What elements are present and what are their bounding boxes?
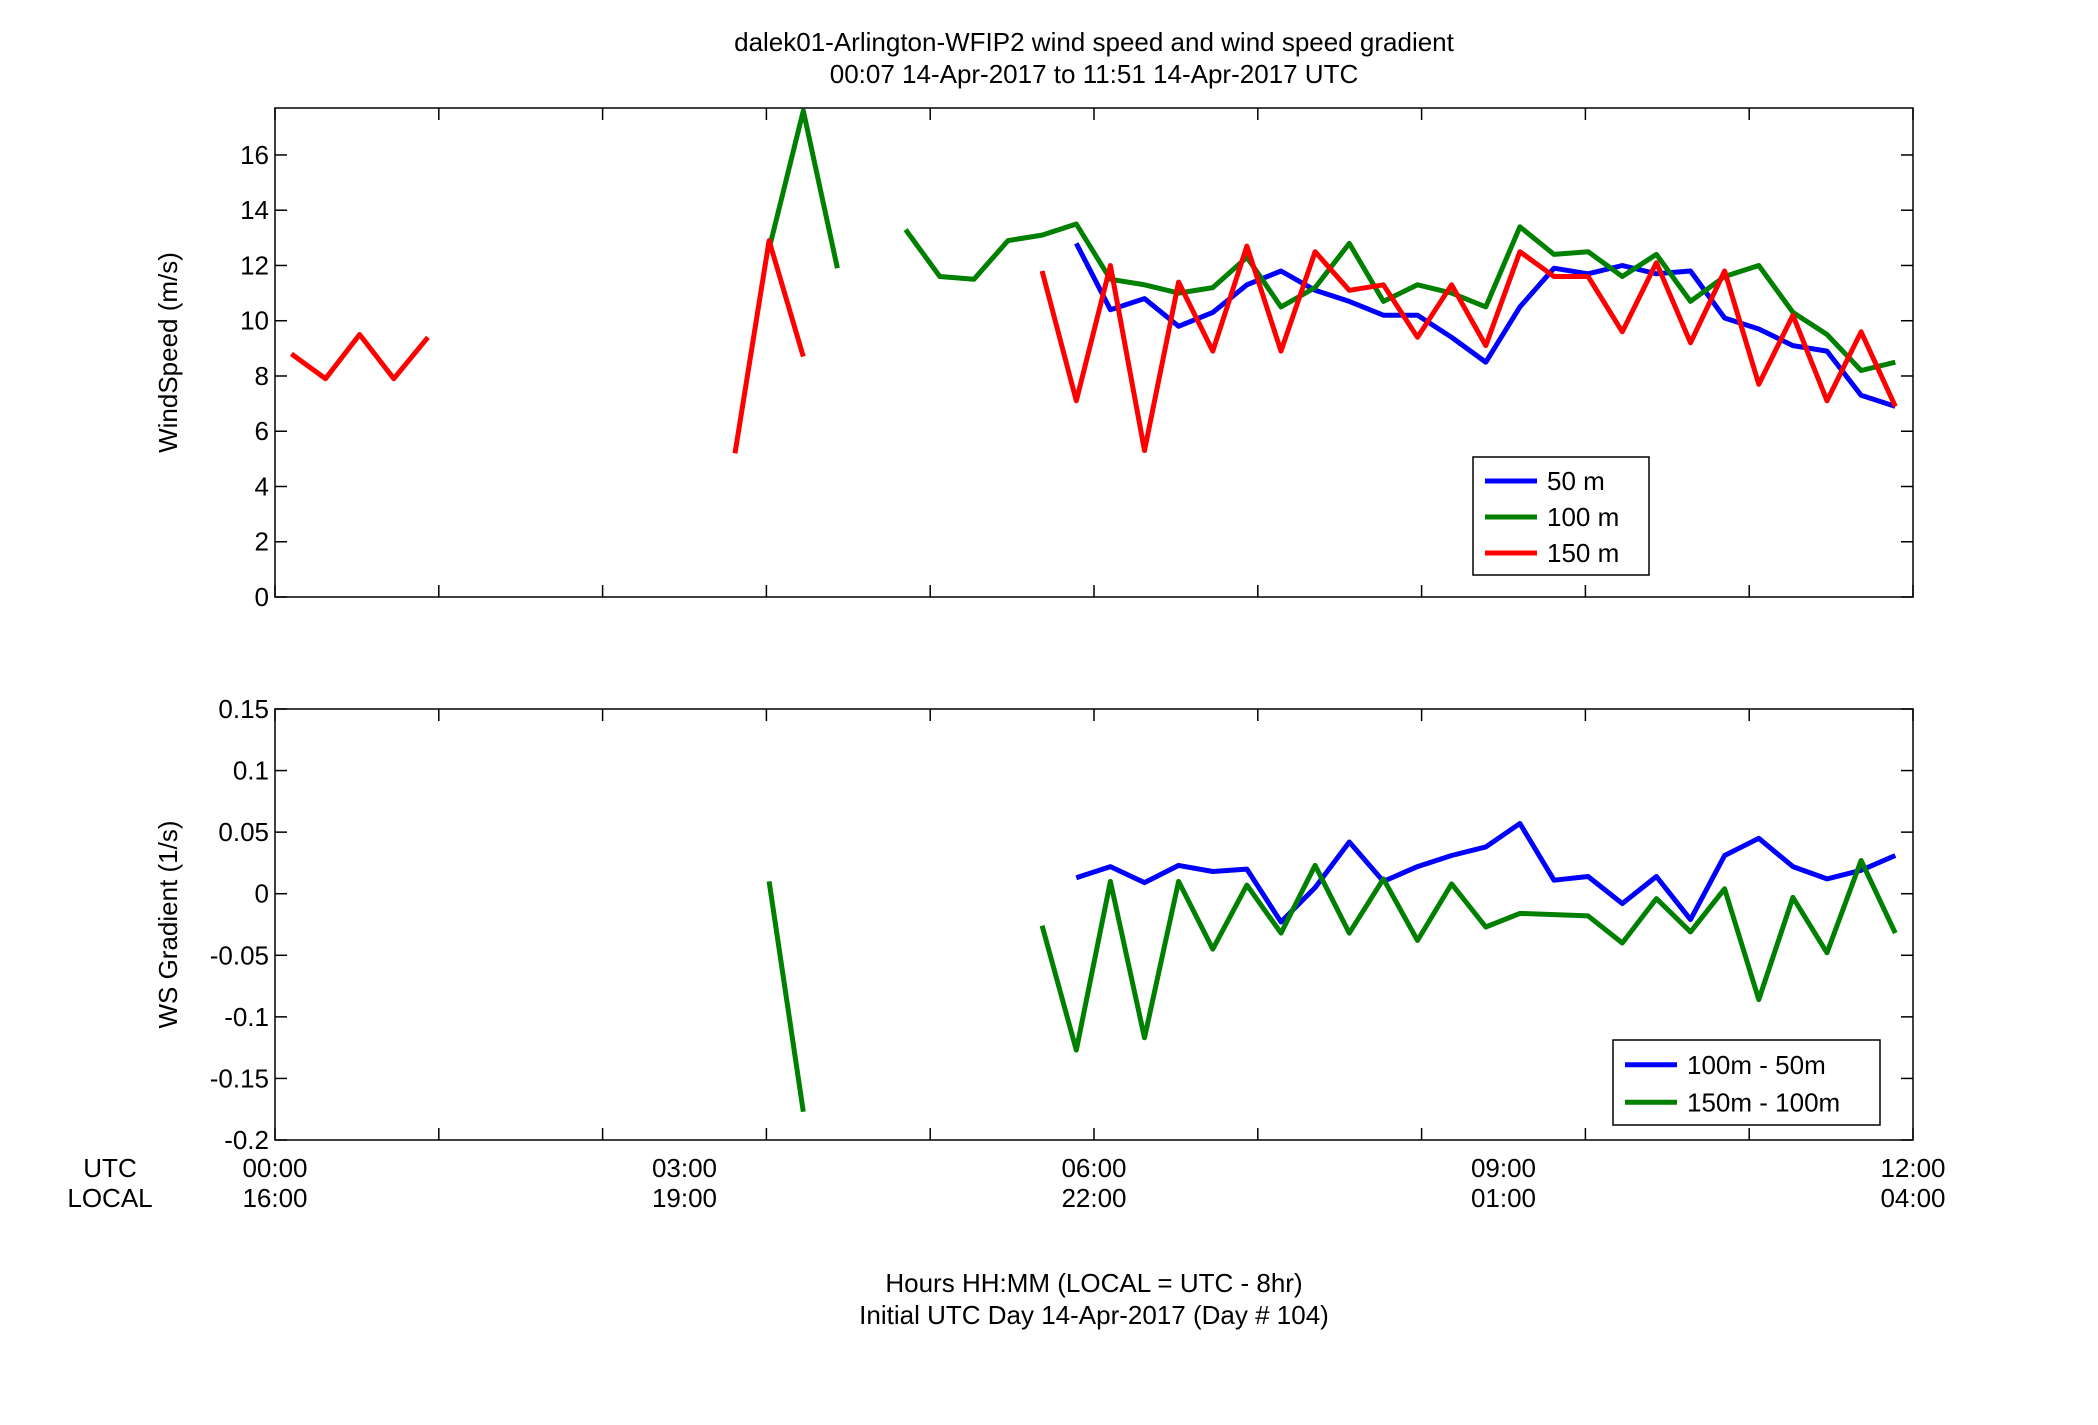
series-line-50-m bbox=[1074, 242, 1897, 409]
y-tick-label: 10 bbox=[240, 306, 269, 336]
y-tick-label: 6 bbox=[255, 416, 269, 446]
local-row-label: LOCAL bbox=[67, 1183, 152, 1213]
series-line-100-m bbox=[766, 108, 840, 269]
y-tick-label: 0.1 bbox=[233, 756, 269, 786]
series-line-100m---50m bbox=[1075, 821, 1897, 925]
windspeed-plot: 0 2 4 6 8 10 12 14 16 WindSpeed (m/s) 50 m 100 m 150… bbox=[153, 107, 1914, 612]
series-line-150-m bbox=[289, 332, 430, 382]
series-line-150m---100m bbox=[766, 881, 806, 1113]
legend-label: 100 m bbox=[1547, 502, 1619, 532]
chart-title-line1: dalek01-Arlington-WFIP2 wind speed and w… bbox=[734, 27, 1455, 57]
y-axis-label: WindSpeed (m/s) bbox=[153, 252, 183, 453]
x-tick-label-local: 16:00 bbox=[242, 1183, 307, 1213]
gradient-plot: -0.2 -0.15 -0.1 -0.05 0 0.05 0.1 0.15 00:0016:00… bbox=[153, 694, 1946, 1213]
x-tick-label-utc: 00:00 bbox=[242, 1153, 307, 1183]
y-tick-label: 14 bbox=[240, 195, 269, 225]
legend-label: 150m - 100m bbox=[1687, 1087, 1840, 1117]
x-tick-label-local: 01:00 bbox=[1471, 1183, 1536, 1213]
y-axis-label: WS Gradient (1/s) bbox=[153, 820, 183, 1028]
x-tick-label-local: 22:00 bbox=[1061, 1183, 1126, 1213]
x-tick-label-utc: 03:00 bbox=[652, 1153, 717, 1183]
y-tick-label: -0.2 bbox=[224, 1125, 269, 1155]
utc-row-label: UTC bbox=[83, 1153, 136, 1183]
y-tick-label: 0 bbox=[255, 582, 269, 612]
x-tick-label-utc: 09:00 bbox=[1471, 1153, 1536, 1183]
x-axis-label-line2: Initial UTC Day 14-Apr-2017 (Day # 104) bbox=[859, 1300, 1329, 1330]
y-tick-label: -0.15 bbox=[210, 1063, 269, 1093]
y-tick-label: 0 bbox=[255, 879, 269, 909]
series-line-150m---100m bbox=[1039, 858, 1898, 1053]
y-tick-label: -0.1 bbox=[224, 1002, 269, 1032]
legend-box bbox=[1612, 1039, 1881, 1126]
legend-label: 50 m bbox=[1547, 466, 1605, 496]
x-tick-label-local: 19:00 bbox=[652, 1183, 717, 1213]
y-tick-label: 2 bbox=[255, 527, 269, 557]
chart-title-line2: 00:07 14-Apr-2017 to 11:51 14-Apr-2017 U… bbox=[830, 59, 1359, 89]
legend-label: 150 m bbox=[1547, 538, 1619, 568]
series-line-100-m bbox=[903, 221, 1896, 373]
x-axis-label-line1: Hours HH:MM (LOCAL = UTC - 8hr) bbox=[885, 1268, 1302, 1298]
plot-frame bbox=[274, 107, 1914, 598]
y-tick-label: 16 bbox=[240, 140, 269, 170]
y-tick-label: 0.15 bbox=[218, 694, 269, 724]
x-tick-label-utc: 06:00 bbox=[1061, 1153, 1126, 1183]
y-tick-label: 4 bbox=[255, 471, 269, 501]
series-line-150-m bbox=[1039, 243, 1898, 454]
x-tick-label-utc: 12:00 bbox=[1880, 1153, 1945, 1183]
y-tick-label: 8 bbox=[255, 361, 269, 391]
series-line-150-m bbox=[732, 238, 806, 454]
x-tick-label-local: 04:00 bbox=[1880, 1183, 1945, 1213]
y-tick-label: -0.05 bbox=[210, 940, 269, 970]
legend-label: 100m - 50m bbox=[1687, 1050, 1826, 1080]
y-tick-label: 0.05 bbox=[218, 817, 269, 847]
y-tick-label: 12 bbox=[240, 250, 269, 280]
